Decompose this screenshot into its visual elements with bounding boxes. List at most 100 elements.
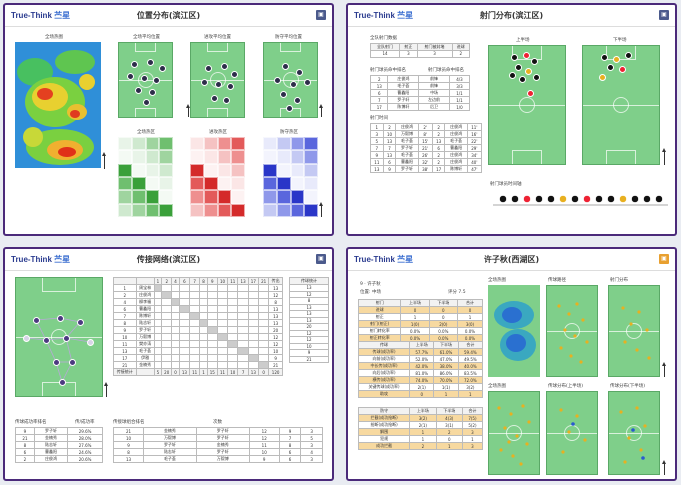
heat-cell — [203, 150, 218, 164]
export-icon[interactable]: ▣ — [316, 10, 326, 20]
table-cell: 陈博轩 — [135, 312, 155, 320]
heat-cell — [217, 137, 232, 151]
table-cell: 7 — [369, 96, 389, 104]
table-cell — [247, 347, 259, 355]
table-cell — [199, 291, 208, 299]
heat-cell — [118, 150, 132, 164]
table-cell — [227, 333, 239, 341]
table-cell — [178, 312, 191, 320]
export-icon[interactable]: ▣ — [316, 254, 326, 264]
table-cell: 9 — [370, 151, 384, 159]
table-cell — [257, 326, 270, 334]
table-cell: 9 — [113, 326, 137, 334]
table-cell — [237, 284, 249, 292]
table-cell: 0 — [428, 313, 458, 321]
table-cell — [153, 312, 163, 320]
table-cell: 0 — [257, 368, 270, 376]
table-cell: 1 — [457, 390, 484, 398]
table-cell — [206, 347, 218, 355]
heat-cell — [263, 163, 277, 177]
table-cell — [188, 354, 201, 362]
table-row: 3 10 万毅博 8' 2 庄俊鸿 16' — [370, 130, 483, 138]
table-row: 进球 0 0 0 — [357, 306, 484, 314]
table-cell: 周宝林 — [135, 284, 155, 292]
table-cell: 传出 — [268, 277, 283, 285]
table-cell: 11 — [188, 368, 201, 376]
table-cell: 13 — [370, 165, 384, 173]
table-row: 7 陈博轩 13 — [113, 312, 283, 320]
table-cell: 罗子轩 — [33, 427, 69, 435]
table-cell — [257, 291, 270, 299]
table-row: 1 周宝林 13 — [113, 284, 283, 292]
pitch-shots-first-half — [488, 45, 566, 165]
label-p4-d2: 传球分布(下半场) — [610, 384, 646, 389]
table-cell — [161, 340, 173, 348]
heat-cell — [276, 203, 291, 217]
player-score: 评分 7.5 — [448, 290, 466, 295]
table-cell — [216, 326, 229, 334]
table-row: 6 曹鑫阳 13 — [113, 305, 283, 313]
table-cell: 14 — [369, 50, 401, 58]
table-cell: 9 — [206, 277, 218, 285]
table-cell: 金楠秀 — [195, 441, 250, 449]
table-cell — [199, 312, 208, 320]
table-row: 向后(成功率) 81.0% 86.0% 83.5% — [357, 369, 484, 377]
pass-rank-table: 9 罗子轩 29.6% 21 金楠秀 28.0% 8 陆志轩 27.6% 6 曹鑫阳 24.6% 2 庄俊… — [15, 427, 103, 463]
table-cell: 庄俊鸿 — [387, 75, 420, 83]
table-cell — [153, 291, 163, 299]
table-cell — [237, 361, 249, 369]
heat-cell — [276, 190, 291, 204]
table-cell — [171, 354, 180, 362]
table-cell: 11 — [248, 441, 280, 449]
table-cell — [178, 305, 191, 313]
table-cell: 射门转化率 — [357, 327, 402, 335]
label-p4-shot: 射门分布 — [610, 278, 628, 283]
table-cell: 22' — [466, 137, 483, 145]
table-row: 助攻 0 1 1 — [357, 390, 484, 398]
table-cell: 庄俊鸿 — [444, 151, 468, 159]
export-icon[interactable]: ▣ — [659, 254, 669, 264]
table-cell: 20 — [268, 326, 283, 334]
label-p4-heat: 全场热图 — [488, 278, 506, 283]
table-cell: 前锋 — [418, 82, 450, 90]
heat-cell — [145, 190, 160, 204]
table-cell — [227, 298, 239, 306]
table-cell: 8 — [278, 441, 302, 449]
table-cell: 21 — [257, 277, 270, 285]
table-cell: 5 — [300, 434, 323, 442]
heat-cell — [304, 137, 318, 151]
heat-cell — [131, 163, 146, 177]
heat-cell — [118, 176, 132, 191]
table-cell: 34' — [466, 151, 483, 159]
table-cell: 庄俊鸿 — [395, 123, 419, 131]
table-cell: 10 — [248, 448, 280, 456]
table-cell — [247, 298, 259, 306]
pitch-pass-first-half — [546, 391, 598, 475]
table-cell: 1(1) — [433, 383, 459, 391]
direction-arrow — [662, 362, 666, 377]
table-cell: 5(2) — [461, 421, 484, 429]
heat-cell — [276, 150, 291, 164]
table-cell — [178, 319, 191, 327]
table-cell: 13 — [112, 455, 145, 463]
table-row: 向前(成功率) 52.0% 47.0% 49.5% — [357, 355, 484, 363]
table-cell — [257, 305, 270, 313]
table-cell — [161, 333, 173, 341]
table-cell — [171, 326, 180, 334]
table-cell: 罗子轩 — [395, 144, 419, 152]
label-hm-defense: 防守热区 — [280, 130, 298, 135]
export-icon[interactable]: ▣ — [659, 10, 669, 20]
table-cell: 17 — [431, 165, 446, 173]
table-cell: 20 — [161, 368, 173, 376]
table-row: 横传(成功率) 74.0% 70.0% 72.0% — [357, 376, 484, 384]
table-cell: 81.0% — [409, 369, 435, 377]
table-cell — [206, 361, 218, 369]
table-cell: 上半场 — [409, 341, 435, 349]
table-row: 2 庄俊鸿 20.6% — [15, 455, 103, 463]
table-row: 拦截(成功抢断) 3(2) 4(3) 7(5) — [357, 414, 484, 422]
table-cell — [227, 347, 239, 355]
table-cell: 49.5% — [457, 355, 484, 363]
table-cell — [227, 361, 239, 369]
pitch-pass-second-half — [608, 391, 660, 475]
heat-cell — [131, 190, 146, 204]
